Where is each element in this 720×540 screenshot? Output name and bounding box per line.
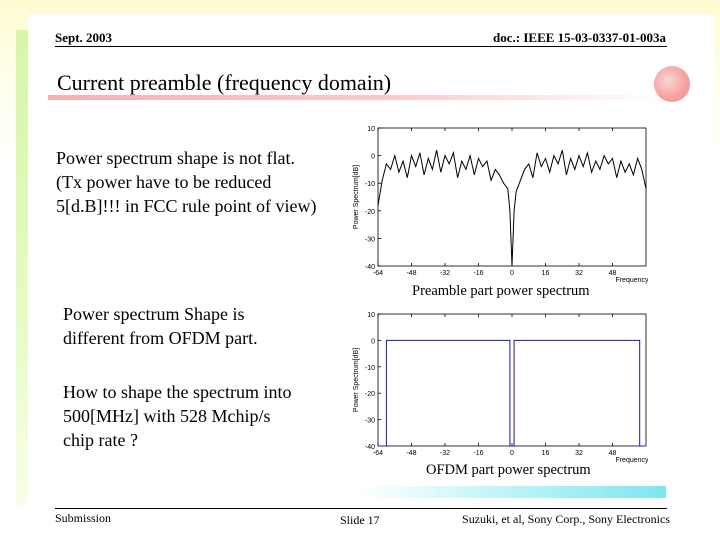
- x-tick-label: -32: [440, 450, 450, 457]
- x-tick-label: -32: [440, 270, 450, 277]
- paragraph-shape-different: Power spectrum Shape is different from O…: [63, 302, 258, 350]
- x-tick-label: 0: [510, 270, 514, 277]
- footer-accent-bar: [360, 486, 666, 498]
- x-tick-label: -64: [373, 270, 383, 277]
- header-rule: [55, 46, 667, 47]
- ofdm-spectrum-chart: 10 0 -10 -20 -30 -40-64 -48 -32 -16 0 16 32 48Freque…: [353, 312, 648, 464]
- paragraph-line: Power spectrum Shape is: [63, 304, 245, 324]
- y-tick-label: 10: [367, 126, 375, 133]
- paragraph-line: 5[d.B]!!! in FCC rule point of view): [56, 196, 317, 216]
- y-axis-label: Power Spectrum[dB]: [353, 165, 360, 229]
- decorative-circle: [654, 66, 690, 102]
- x-tick-label: 48: [609, 450, 617, 457]
- x-axis-label: Frequency: [615, 277, 648, 284]
- y-tick-label: -10: [365, 365, 375, 372]
- x-tick-label: -16: [473, 270, 483, 277]
- x-tick-label: 0: [510, 450, 514, 457]
- preamble-spectrum-chart: 10 0 -10 -20 -30 -40-64 -48 -32 -16 0 16 32 48Freque…: [353, 126, 648, 284]
- paragraph-line: different from OFDM part.: [63, 328, 258, 348]
- footer-authors: Suzuki, et al, Sony Corp., Sony Electron…: [462, 512, 670, 526]
- x-tick-label: -48: [406, 450, 416, 457]
- paragraph-line: (Tx power have to be reduced: [56, 172, 272, 192]
- spectrum-line: [378, 339, 646, 447]
- y-tick-label: 0: [371, 154, 375, 161]
- footer-rule: [55, 508, 667, 509]
- y-tick-label: -40: [365, 444, 375, 451]
- paragraph-line: How to shape the spectrum into: [63, 382, 292, 402]
- footer-slide-number: Slide 17: [340, 513, 380, 527]
- y-tick-label: 0: [371, 338, 375, 345]
- x-tick-label: -48: [406, 270, 416, 277]
- x-tick-label: 32: [575, 450, 583, 457]
- x-tick-label: 32: [575, 270, 583, 277]
- header-date: Sept. 2003: [55, 30, 113, 45]
- y-tick-label: -40: [365, 264, 375, 271]
- x-axis-label: Frequency: [615, 457, 648, 464]
- title-underline: [48, 95, 666, 100]
- y-tick-label: -20: [365, 209, 375, 216]
- y-tick-label: 10: [367, 312, 375, 319]
- y-tick-label: -30: [365, 236, 375, 243]
- y-axis-label: Power Spectrum[dB]: [353, 348, 360, 412]
- y-tick-label: -30: [365, 418, 375, 425]
- x-tick-label: -64: [373, 450, 383, 457]
- slide-body: [28, 14, 714, 536]
- x-tick-label: 16: [542, 270, 550, 277]
- x-tick-label: 48: [609, 270, 617, 277]
- spectrum-line: [377, 149, 647, 267]
- preamble-chart-caption: Preamble part power spectrum: [412, 283, 590, 299]
- paragraph-spectrum-not-flat: Power spectrum shape is not flat. (Tx po…: [56, 146, 316, 218]
- paragraph-line: chip rate ?: [63, 430, 138, 450]
- header-doc-id: doc.: IEEE 15-03-0337-01-003a: [493, 30, 666, 45]
- y-tick-label: -10: [365, 181, 375, 188]
- footer-submission: Submission: [55, 511, 112, 525]
- paragraph-line: Power spectrum shape is not flat.: [56, 148, 295, 168]
- y-tick-label: -20: [365, 391, 375, 398]
- side-accent-bar: [16, 30, 28, 505]
- ofdm-chart-caption: OFDM part power spectrum: [426, 462, 591, 478]
- paragraph-line: 500[MHz] with 528 Mchip/s: [63, 406, 271, 426]
- paragraph-how-to-shape: How to shape the spectrum into 500[MHz] …: [63, 380, 291, 452]
- x-tick-label: -16: [473, 450, 483, 457]
- x-tick-label: 16: [542, 450, 550, 457]
- slide-title: Current preamble (frequency domain): [57, 70, 392, 95]
- plot-area: [377, 127, 647, 267]
- plot-area: [377, 313, 647, 447]
